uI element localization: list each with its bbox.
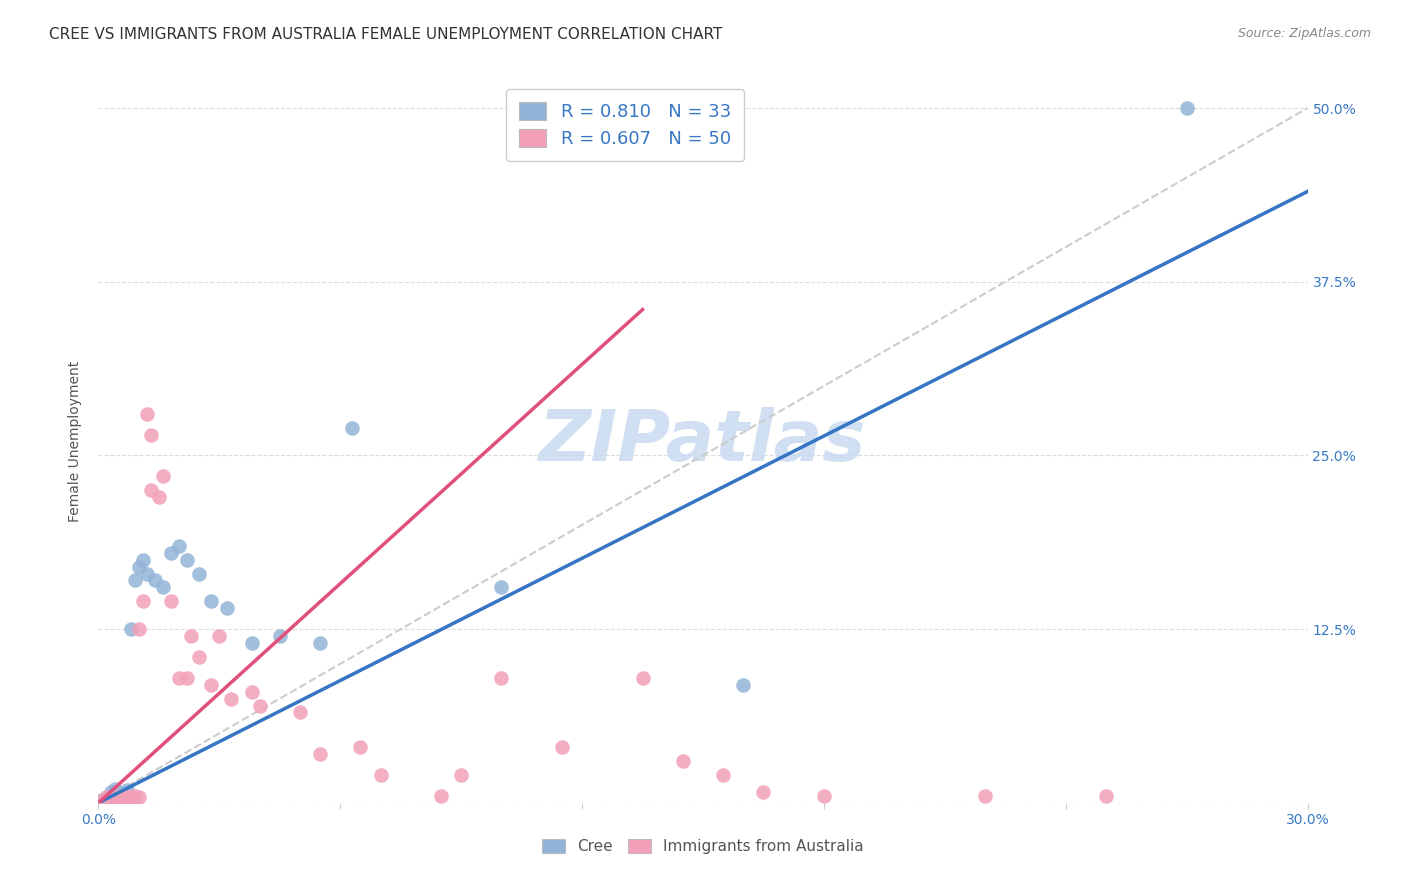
Point	[160, 594, 183, 608]
Point	[240, 636, 263, 650]
Point	[115, 789, 138, 803]
Point	[288, 706, 311, 720]
Point	[711, 768, 734, 782]
Point	[249, 698, 271, 713]
Point	[200, 594, 222, 608]
Point	[115, 791, 138, 805]
Point	[96, 793, 118, 807]
Point	[269, 629, 291, 643]
Point	[349, 740, 371, 755]
Point	[111, 793, 134, 807]
Point	[188, 649, 211, 664]
Point	[208, 629, 231, 643]
Point	[100, 794, 122, 808]
Point	[107, 789, 129, 803]
Point	[139, 427, 162, 442]
Point	[152, 581, 174, 595]
Point	[1095, 789, 1118, 803]
Point	[115, 791, 138, 805]
Point	[103, 791, 125, 805]
Point	[1175, 101, 1198, 115]
Point	[103, 781, 125, 796]
Point	[176, 671, 198, 685]
Point	[370, 768, 392, 782]
Point	[139, 483, 162, 498]
Point	[974, 789, 997, 803]
Point	[124, 789, 146, 803]
Point	[167, 671, 190, 685]
Point	[221, 691, 243, 706]
Point	[107, 793, 129, 807]
Point	[148, 490, 170, 504]
Point	[491, 581, 513, 595]
Point	[342, 420, 364, 434]
Point	[152, 469, 174, 483]
Text: Source: ZipAtlas.com: Source: ZipAtlas.com	[1237, 27, 1371, 40]
Text: CREE VS IMMIGRANTS FROM AUSTRALIA FEMALE UNEMPLOYMENT CORRELATION CHART: CREE VS IMMIGRANTS FROM AUSTRALIA FEMALE…	[49, 27, 723, 42]
Point	[96, 791, 118, 805]
Point	[100, 785, 122, 799]
Point	[450, 768, 472, 782]
Point	[100, 789, 122, 803]
Point	[128, 622, 150, 636]
Point	[107, 789, 129, 803]
Point	[91, 794, 114, 808]
Point	[167, 539, 190, 553]
Point	[128, 790, 150, 805]
Point	[309, 636, 332, 650]
Y-axis label: Female Unemployment: Female Unemployment	[69, 361, 83, 522]
Point	[100, 791, 122, 805]
Point	[124, 574, 146, 588]
Point	[551, 740, 574, 755]
Point	[217, 601, 239, 615]
Point	[309, 747, 332, 761]
Point	[132, 552, 155, 566]
Point	[96, 794, 118, 808]
Point	[111, 790, 134, 805]
Point	[188, 566, 211, 581]
Point	[120, 793, 142, 807]
Point	[103, 794, 125, 808]
Point	[491, 671, 513, 685]
Point	[176, 552, 198, 566]
Legend: Cree, Immigrants from Australia: Cree, Immigrants from Australia	[536, 833, 870, 860]
Point	[120, 790, 142, 805]
Point	[672, 754, 695, 768]
Point	[107, 791, 129, 805]
Point	[96, 790, 118, 805]
Point	[240, 684, 263, 698]
Point	[91, 793, 114, 807]
Point	[111, 790, 134, 805]
Point	[135, 407, 157, 421]
Point	[752, 785, 775, 799]
Point	[430, 789, 453, 803]
Point	[813, 789, 835, 803]
Point	[132, 594, 155, 608]
Point	[124, 791, 146, 805]
Point	[120, 622, 142, 636]
Point	[143, 574, 166, 588]
Point	[733, 678, 755, 692]
Point	[103, 793, 125, 807]
Point	[128, 559, 150, 574]
Point	[115, 783, 138, 797]
Point	[631, 671, 654, 685]
Point	[200, 678, 222, 692]
Point	[135, 566, 157, 581]
Point	[180, 629, 202, 643]
Point	[160, 546, 183, 560]
Text: ZIPatlas: ZIPatlas	[540, 407, 866, 476]
Point	[111, 786, 134, 800]
